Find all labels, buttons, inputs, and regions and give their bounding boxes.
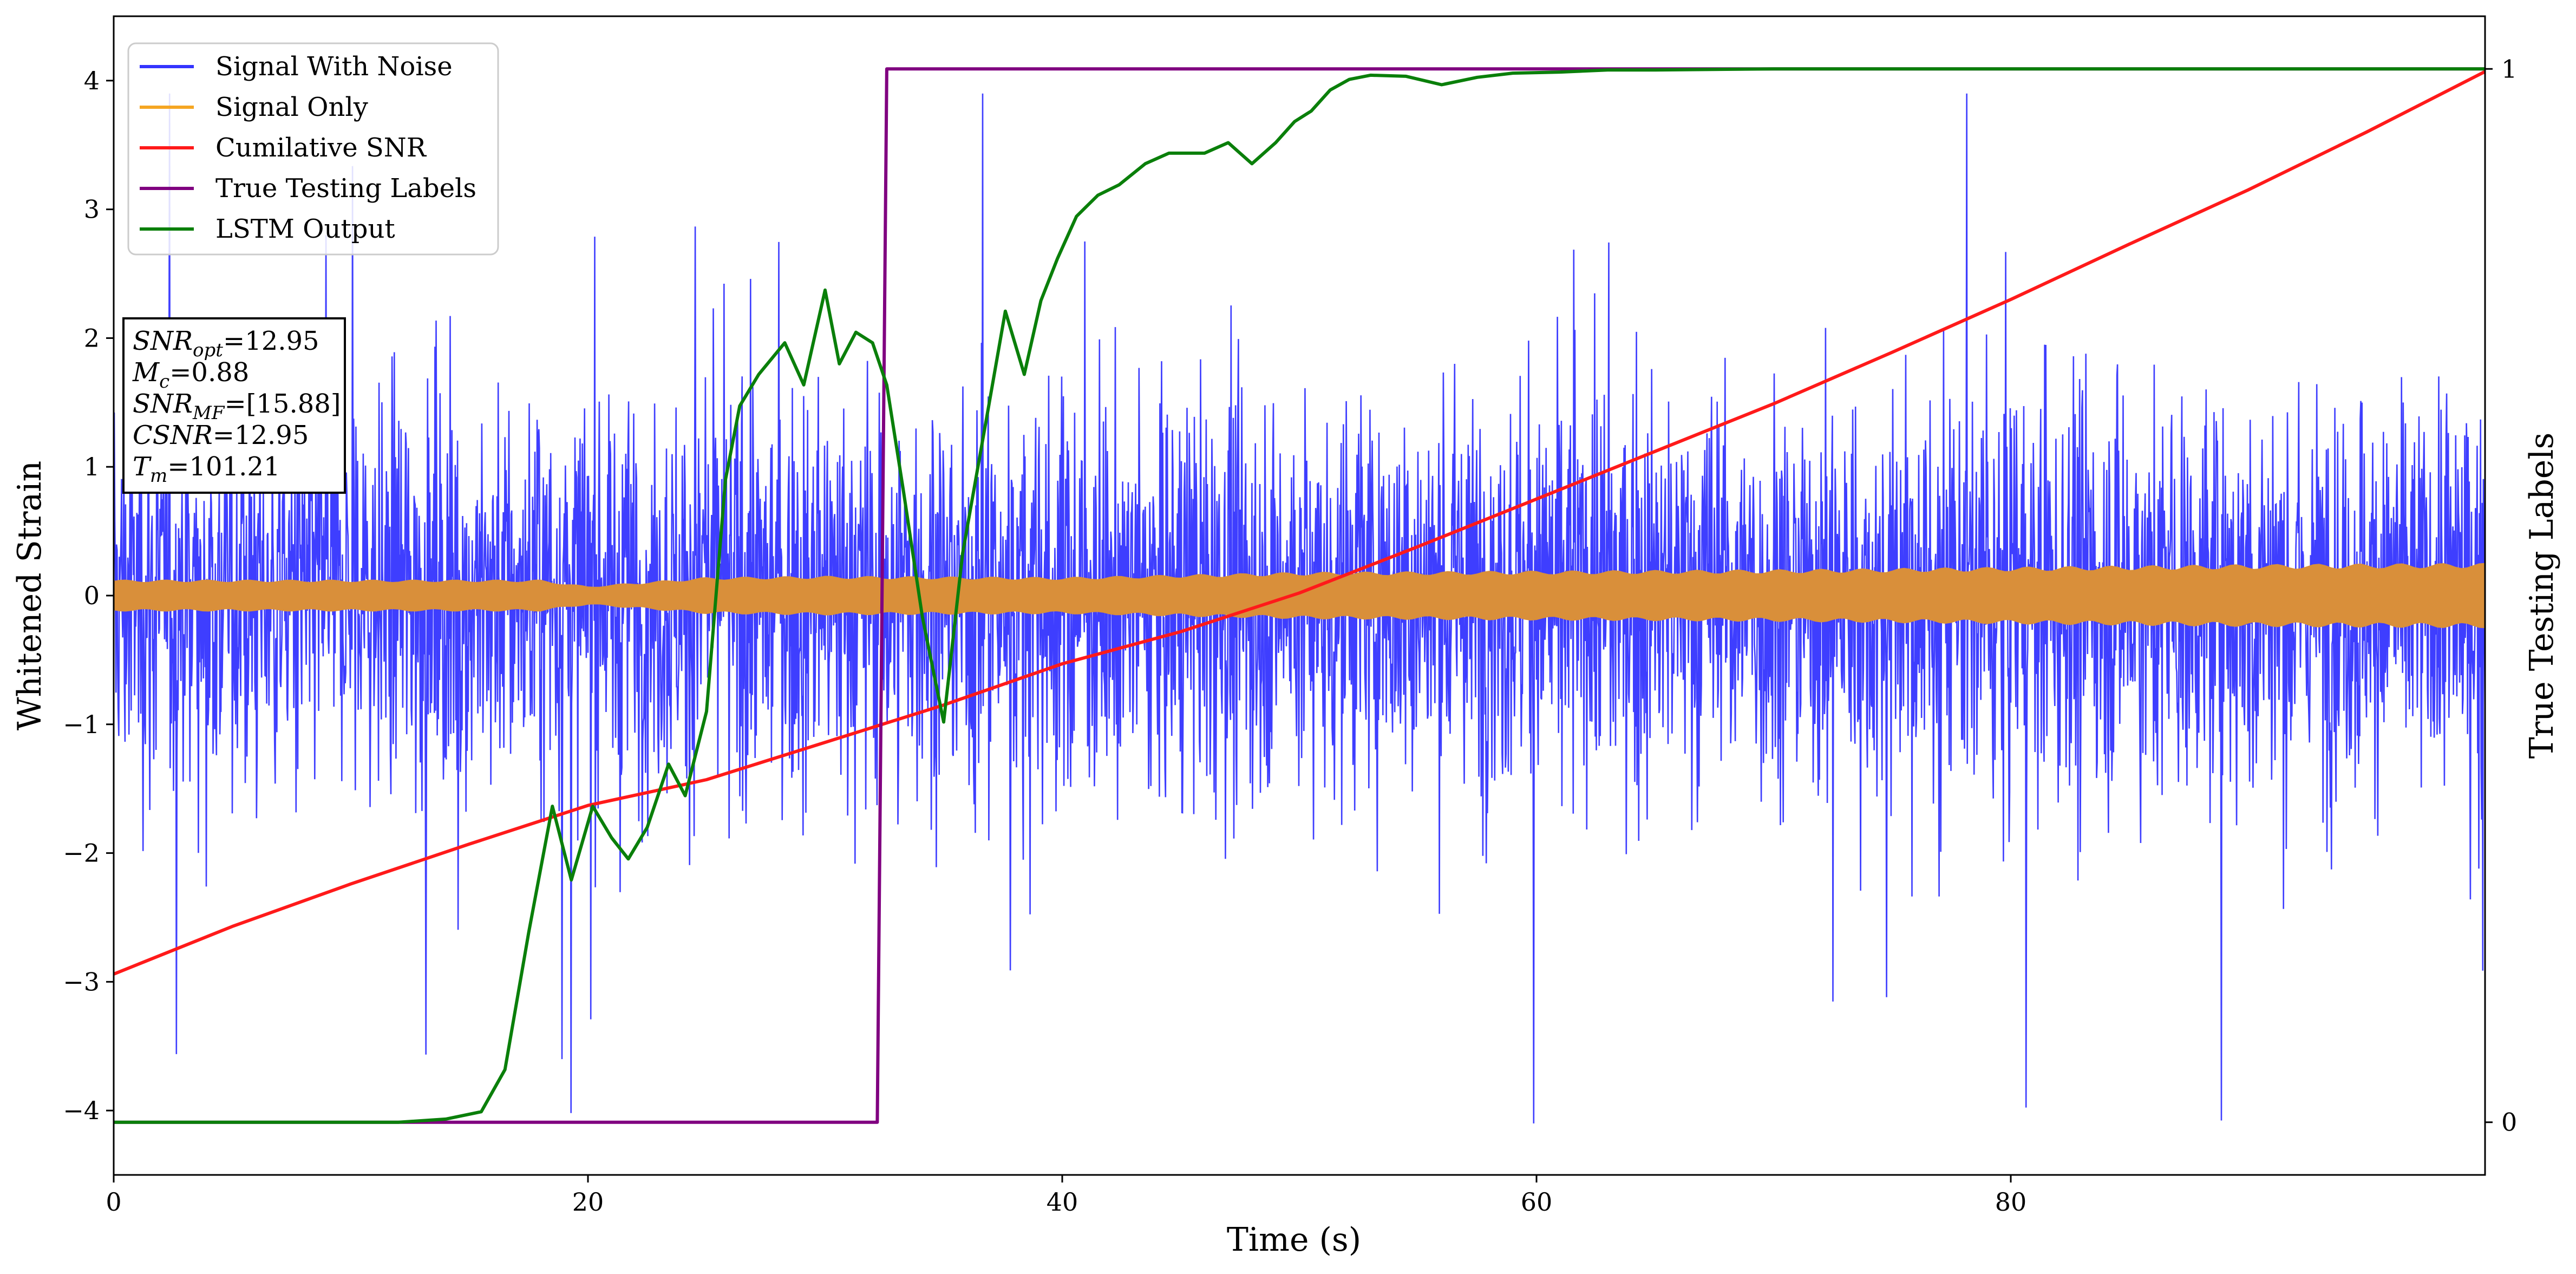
legend-label: True Testing Labels [215,173,476,204]
info-line: Tm=101.21 [133,452,280,487]
signal-only-band [114,563,2485,629]
info-line: Mc=0.88 [132,357,249,393]
x-tick-label: 80 [1995,1187,2027,1217]
info-box-frame [122,317,346,494]
y2-tick-label: 1 [2501,54,2517,83]
y-tick-label: −3 [63,967,100,996]
y-tick-label: 1 [84,452,100,481]
info-box: SNRopt=12.95Mc=0.88SNRMF=[15.88]CSNR=12.… [122,317,346,494]
legend-box [127,42,499,256]
cumilative-snr-line [114,70,2485,976]
info-line: CSNR=12.95 [133,420,309,450]
y-tick-label: −2 [63,839,100,868]
y-tick-label: 0 [84,581,100,610]
lstm-output-line [114,67,2485,1124]
legend-label: LSTM Output [215,214,395,244]
x-tick-label: 40 [1047,1187,1078,1217]
x-tick-label: 0 [106,1187,121,1217]
info-line: SNRopt=12.95 [133,326,319,361]
x-tick-label: 60 [1521,1187,1553,1217]
y2-axis-title: True Testing Labels [2523,433,2561,759]
info-line: SNRMF=[15.88] [133,389,341,424]
x-tick-label: 20 [572,1187,604,1217]
legend: Signal With Noise Signal Only Cumilative S… [127,42,499,256]
x-axis-title: Time (s) [1227,1221,1361,1259]
series-layer [114,67,2485,1124]
legend-label: Signal With Noise [215,51,453,82]
legend-label: Cumilative SNR [215,133,427,163]
y-tick-label: −1 [63,710,100,739]
y2-tick-label: 0 [2501,1108,2517,1137]
y-tick-label: −4 [63,1096,100,1125]
y-tick-label: 2 [84,323,100,352]
y-axis-title: Whitened Strain [11,461,49,730]
y-tick-label: 3 [84,195,100,224]
y-tick-label: 4 [84,66,100,95]
legend-label: Signal Only [215,92,368,122]
